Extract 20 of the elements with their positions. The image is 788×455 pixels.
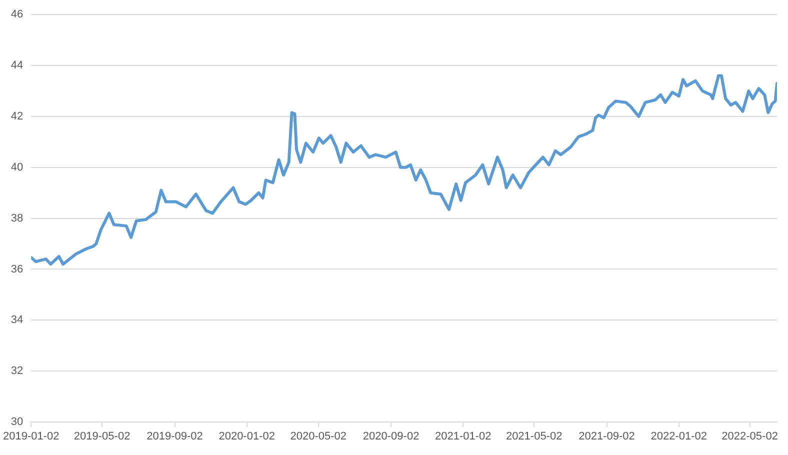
y-tick-label: 44: [10, 60, 24, 72]
x-tick-label: 2021-01-02: [435, 430, 492, 443]
x-tick-label: 2021-05-02: [506, 430, 562, 443]
y-tick-label: 34: [10, 314, 24, 326]
x-tick-label: 2022-01-02: [650, 430, 708, 443]
y-tick-label: 38: [10, 212, 24, 224]
x-tick-label: 2019-09-02: [146, 430, 203, 443]
y-tick-label: 42: [10, 110, 24, 122]
y-tick-label: 32: [10, 365, 24, 378]
x-tick-label: 2019-01-02: [2, 430, 60, 443]
y-tick-label: 36: [10, 263, 24, 276]
y-tick-label: 30: [10, 416, 24, 428]
y-tick-label: 40: [10, 161, 24, 174]
x-tick-label: 2019-05-02: [74, 430, 130, 443]
x-tick-label: 2020-09-02: [362, 430, 420, 443]
x-tick-label: 2020-01-02: [218, 430, 275, 443]
x-tick-label: 2022-05-02: [722, 430, 778, 443]
y-tick-label: 46: [10, 8, 24, 21]
x-tick-label: 2021-09-02: [578, 430, 635, 443]
x-tick-label: 2020-05-02: [290, 430, 347, 443]
